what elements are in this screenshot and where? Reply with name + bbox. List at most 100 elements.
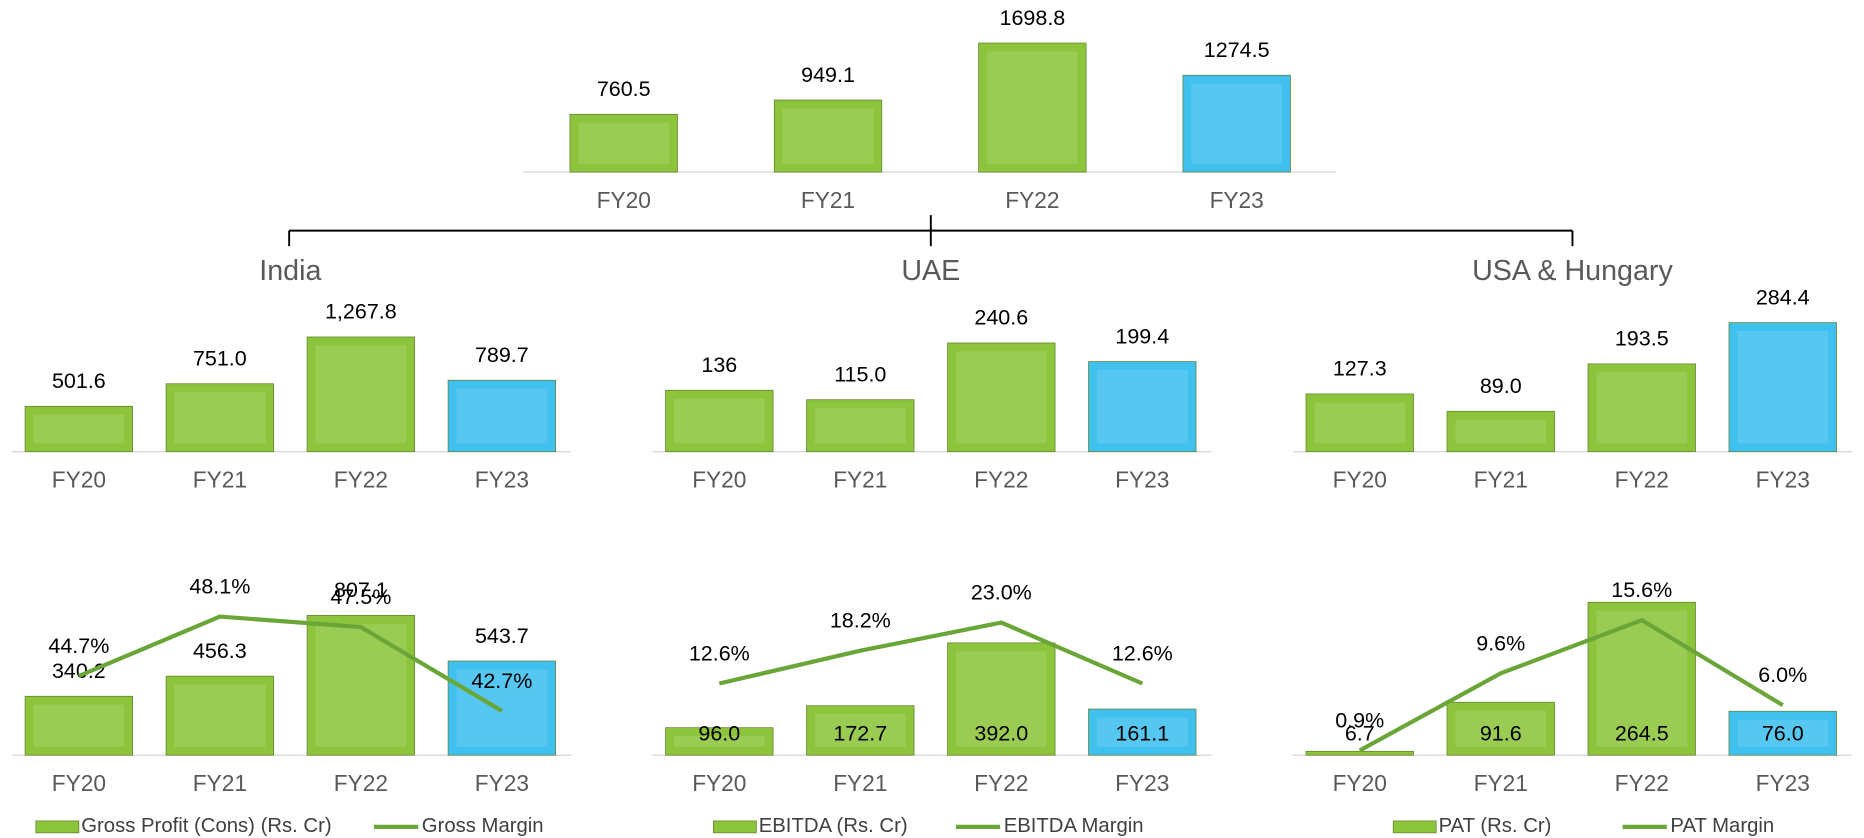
bar <box>665 727 774 756</box>
x-tick-label: FY21 <box>833 770 887 796</box>
x-tick-label: FY22 <box>974 467 1028 493</box>
value-label: 392.0 <box>974 722 1028 746</box>
x-tick-label: FY20 <box>1333 467 1387 493</box>
bar-bevel <box>955 351 1047 444</box>
value-label: 136 <box>701 353 737 377</box>
line-value-label: 48.1% <box>189 575 250 599</box>
value-label: 543.7 <box>475 624 529 648</box>
bar-bevel <box>782 108 874 164</box>
bar <box>806 399 915 453</box>
value-label: 6.7 <box>1345 722 1375 746</box>
value-label: 193.5 <box>1615 327 1669 351</box>
bar <box>569 113 678 173</box>
bar-bevel <box>456 669 548 747</box>
bar <box>1728 322 1837 453</box>
line-value-label: 42.7% <box>471 669 532 693</box>
line-value-label: 15.6% <box>1611 578 1672 602</box>
value-label: 161.1 <box>1115 722 1169 746</box>
bar <box>306 336 415 453</box>
legend-label: EBITDA Margin <box>1004 815 1144 837</box>
bar-bevel <box>1096 717 1188 747</box>
line-series <box>718 620 1144 686</box>
bar-bevel <box>673 398 765 444</box>
bar <box>447 379 556 453</box>
bar-bevel <box>814 408 906 444</box>
line-value-label: 18.2% <box>830 609 891 633</box>
bar <box>773 99 883 173</box>
legend-swatch <box>1392 820 1437 834</box>
x-tick-label: FY23 <box>1756 467 1810 493</box>
value-label: 284.4 <box>1756 285 1810 309</box>
bar-bevel <box>1455 419 1547 444</box>
value-label: 760.5 <box>597 77 651 101</box>
bar <box>24 695 133 756</box>
x-tick-label: FY22 <box>1615 467 1669 493</box>
x-tick-label: FY22 <box>974 770 1028 796</box>
legend-label: PAT Margin <box>1670 815 1774 837</box>
legend-label: Gross Margin <box>422 815 544 837</box>
bar <box>1182 74 1291 173</box>
legend-swatch <box>712 820 757 834</box>
value-label: 199.4 <box>1115 324 1169 348</box>
bar-bevel <box>578 122 670 164</box>
x-tick-label: FY23 <box>475 770 529 796</box>
chart-title: India <box>259 255 321 287</box>
bar <box>1587 601 1696 756</box>
bar <box>947 642 1056 756</box>
x-tick-label: FY20 <box>597 187 651 213</box>
line-series <box>1358 617 1784 753</box>
x-tick-label: FY20 <box>692 467 746 493</box>
bar <box>1305 393 1414 453</box>
value-label: 127.3 <box>1333 357 1387 381</box>
value-label: 1,267.8 <box>325 300 397 324</box>
value-label: 172.7 <box>833 722 887 746</box>
bracket <box>288 215 1574 247</box>
bar <box>1446 701 1555 756</box>
value-label: 264.5 <box>1615 722 1669 746</box>
x-tick-label: FY23 <box>1210 187 1264 213</box>
bar-bevel <box>33 704 125 747</box>
bar <box>24 405 133 453</box>
line-value-label: 12.6% <box>1112 641 1173 665</box>
x-tick-label: FY22 <box>1005 187 1059 213</box>
value-label: 340.2 <box>52 659 106 683</box>
x-tick-label: FY21 <box>193 770 247 796</box>
bar <box>1305 750 1414 756</box>
bar-bevel <box>315 345 407 444</box>
value-label: 501.6 <box>52 369 106 393</box>
bar-bevel <box>1096 369 1188 444</box>
bar-bevel <box>174 684 266 747</box>
value-label: 456.3 <box>193 639 247 663</box>
bar <box>1088 708 1197 756</box>
bar-bevel <box>1596 372 1688 444</box>
bar <box>165 675 274 756</box>
x-tick-label: FY23 <box>1115 467 1169 493</box>
bar <box>165 383 274 453</box>
x-tick-label: FY22 <box>334 770 388 796</box>
bar-bevel <box>1314 402 1406 444</box>
chart-title: USA & Hungary <box>1472 255 1673 287</box>
value-label: 807.1 <box>334 578 388 602</box>
bar-bevel <box>1455 710 1547 747</box>
bar <box>665 389 774 453</box>
value-label: 240.6 <box>974 306 1028 330</box>
chart-title: UAE <box>901 255 960 287</box>
bar-bevel <box>315 623 407 747</box>
bar <box>806 705 915 756</box>
line-value-label: 47.5% <box>330 585 391 609</box>
legend-swatch <box>35 820 80 834</box>
bar <box>1446 410 1555 453</box>
bar-bevel <box>814 714 906 747</box>
value-label: 751.0 <box>193 347 247 371</box>
x-tick-label: FY22 <box>1615 770 1669 796</box>
bar <box>947 342 1056 453</box>
value-label: 1274.5 <box>1204 38 1270 62</box>
bar <box>1088 361 1197 453</box>
line-value-label: 9.6% <box>1476 631 1525 655</box>
x-tick-label: FY21 <box>833 467 887 493</box>
x-tick-label: FY21 <box>193 467 247 493</box>
bar-bevel <box>33 414 125 444</box>
x-tick-label: FY20 <box>692 770 746 796</box>
line-value-label: 0.9% <box>1335 708 1384 732</box>
bar <box>447 660 556 756</box>
